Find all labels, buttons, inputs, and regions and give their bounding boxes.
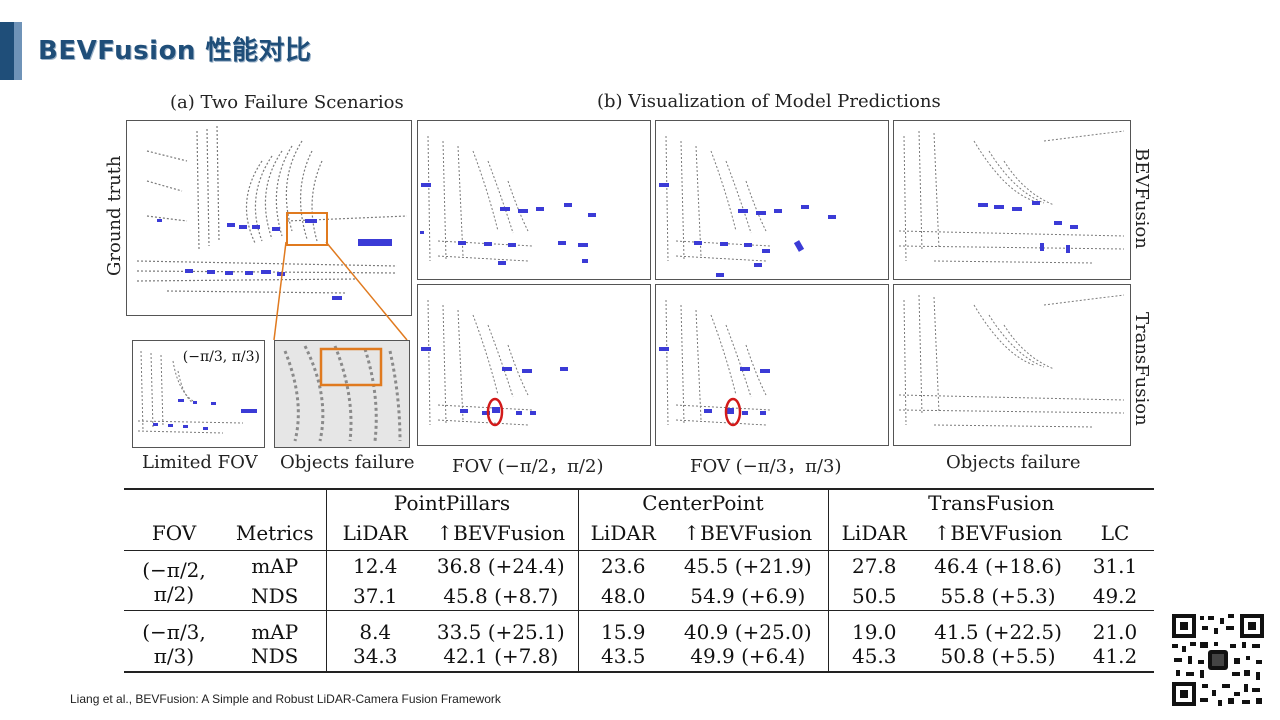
page-title: BEVFusion 性能对比 — [38, 36, 312, 66]
objects-failure-zoom-image — [275, 341, 409, 447]
zoom-connector-lines — [273, 241, 408, 341]
limited-fov-panel: (−π/3, π/3) — [132, 340, 265, 448]
fov-cell: (−π/3, — [142, 620, 206, 644]
metric-cell: mAP — [251, 620, 299, 644]
table-column-header-row: FOV Metrics LiDAR ↑BEVFusion LiDAR ↑BEVF… — [124, 516, 1154, 550]
caption-objects-failure-b: Objects failure — [946, 452, 1081, 473]
value-cell: 8.4 — [325, 610, 424, 644]
table-row: (−π/3, mAP 8.4 33.5 (+25.1) 15.9 40.9 (+… — [124, 610, 1154, 644]
table-group-header-row: PointPillars CenterPoint TransFusion — [124, 489, 1154, 516]
value-cell: 21.0 — [1092, 620, 1138, 644]
inset-range-label: (−π/3, π/3) — [182, 349, 260, 365]
value-cell: 49.9 (+6.4) — [690, 644, 806, 668]
fov-cell: π/2) — [153, 582, 195, 606]
value-cell: 33.5 (+25.1) — [436, 620, 565, 644]
column-header-tf-bevfusion: ↑BEVFusion — [933, 520, 1063, 545]
transfusion-fov-pi3-panel — [655, 284, 889, 446]
value-cell: 45.3 — [827, 644, 920, 672]
transfusion-objects-failure-panel — [893, 284, 1131, 446]
fov-cell: π/3) — [153, 644, 195, 668]
title-accent-stripe — [14, 22, 22, 80]
limited-fov-pointcloud — [137, 350, 257, 434]
value-cell: 40.9 (+25.0) — [683, 620, 812, 644]
value-cell: 19.0 — [827, 610, 920, 644]
caption-model-predictions: (b) Visualization of Model Predictions — [597, 91, 941, 112]
column-header-fov: FOV — [151, 520, 197, 545]
value-cell: 46.4 (+18.6) — [934, 554, 1062, 579]
caption-limited-fov: Limited FOV — [142, 452, 258, 473]
value-cell: 31.1 — [1092, 554, 1138, 579]
transfusion-fov-pi2-panel — [417, 284, 651, 446]
column-header-lc: LC — [1100, 520, 1130, 545]
bevfusion-fov-pi2-pointcloud — [420, 135, 596, 265]
value-cell: 37.1 — [325, 582, 424, 610]
value-cell: 41.5 (+22.5) — [934, 620, 1062, 644]
column-header-metrics: Metrics — [235, 520, 314, 545]
column-header-cp-bevfusion: ↑BEVFusion — [683, 520, 813, 545]
value-cell: 12.4 — [325, 550, 424, 582]
group-header-pointpillars: PointPillars — [325, 489, 578, 516]
value-cell: 54.9 (+6.9) — [690, 583, 806, 608]
metric-cell: NDS — [251, 644, 299, 668]
column-header-pp-lidar: LiDAR — [325, 516, 424, 550]
value-cell: 36.8 (+24.4) — [436, 554, 565, 579]
value-cell: 27.8 — [827, 550, 920, 582]
row-label-ground-truth: Ground truth — [104, 155, 125, 276]
value-cell: 50.5 — [827, 582, 920, 610]
value-cell: 41.2 — [1092, 644, 1138, 668]
column-header-cp-lidar: LiDAR — [577, 516, 668, 550]
value-cell: 42.1 (+7.8) — [443, 644, 559, 668]
missed-object-circle — [724, 397, 742, 427]
transfusion-fov-pi2-pointcloud — [421, 299, 568, 427]
bevfusion-fov-pi2-panel — [417, 120, 651, 280]
value-cell: 23.6 — [577, 550, 668, 582]
value-cell: 15.9 — [577, 610, 668, 644]
row-label-bevfusion: BEVFusion — [1131, 148, 1152, 249]
missed-object-circle — [486, 397, 504, 427]
group-header-centerpoint: CenterPoint — [577, 489, 828, 516]
fov-cell: (−π/2, — [142, 558, 206, 582]
table-row: π/2) NDS 37.1 45.8 (+8.7) 48.0 54.9 (+6.… — [124, 582, 1154, 610]
caption-objects-failure-a: Objects failure — [280, 452, 415, 473]
row-label-transfusion: TransFusion — [1131, 312, 1152, 426]
results-table: PointPillars CenterPoint TransFusion FOV… — [124, 488, 1154, 673]
ground-truth-panel — [126, 120, 412, 316]
caption-fov-pi3: FOV (−π/3，π/3) — [690, 456, 842, 477]
value-cell: 34.3 — [325, 644, 424, 672]
caption-fov-pi2: FOV (−π/2，π/2) — [452, 456, 604, 477]
value-cell: 49.2 — [1092, 583, 1138, 608]
column-header-pp-bevfusion: ↑BEVFusion — [436, 520, 566, 545]
column-header-tf-lidar: LiDAR — [827, 516, 920, 550]
bevfusion-objects-failure-panel — [893, 120, 1131, 280]
value-cell: 43.5 — [577, 644, 668, 672]
caption-two-failure-scenarios: (a) Two Failure Scenarios — [170, 92, 404, 113]
table-row: π/3) NDS 34.3 42.1 (+7.8) 43.5 49.9 (+6.… — [124, 644, 1154, 672]
bevfusion-objects-failure-pointcloud — [898, 130, 1125, 264]
bevfusion-fov-pi3-pointcloud — [659, 135, 836, 277]
value-cell: 48.0 — [577, 582, 668, 610]
ground-truth-pointcloud — [136, 125, 408, 300]
group-header-transfusion: TransFusion — [827, 489, 1154, 516]
value-cell: 50.8 (+5.5) — [940, 644, 1056, 668]
table-row: (−π/2, mAP 12.4 36.8 (+24.4) 23.6 45.5 (… — [124, 550, 1154, 582]
metric-cell: mAP — [251, 554, 299, 579]
objects-failure-zoom-panel — [274, 340, 410, 448]
bevfusion-fov-pi3-panel — [655, 120, 889, 280]
transfusion-objects-failure-pointcloud — [898, 294, 1125, 428]
qr-code-icon[interactable] — [1170, 612, 1266, 708]
metric-cell: NDS — [251, 583, 299, 608]
value-cell: 45.5 (+21.9) — [683, 554, 812, 579]
value-cell: 45.8 (+8.7) — [443, 583, 559, 608]
citation-footer: Liang et al., BEVFusion: A Simple and Ro… — [70, 692, 501, 706]
transfusion-fov-pi3-pointcloud — [659, 299, 772, 427]
value-cell: 55.8 (+5.3) — [940, 583, 1056, 608]
